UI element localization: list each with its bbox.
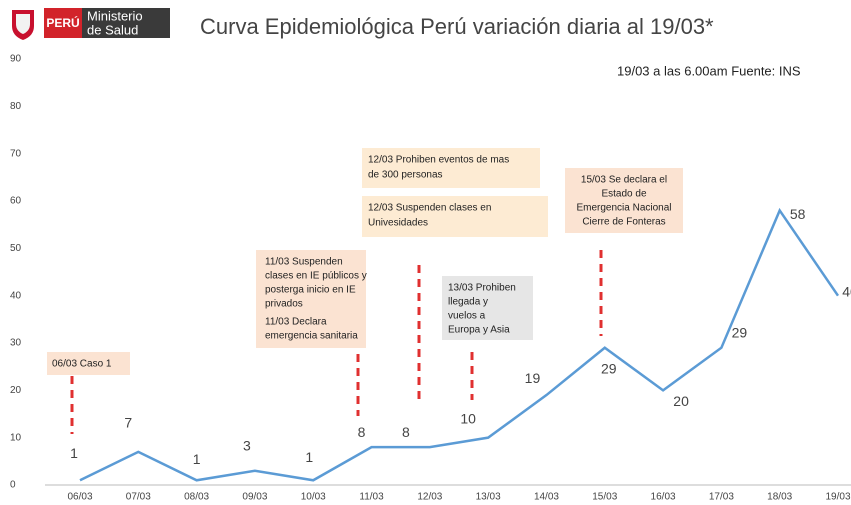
x-tick-label: 16/03	[651, 492, 676, 503]
annotation-text: posterga inicio en IE	[265, 285, 356, 296]
annotation-text: llegada y	[448, 297, 488, 308]
annotation-box	[442, 276, 533, 340]
x-tick-label: 08/03	[184, 492, 209, 503]
annotation-text: 12/03 Prohiben eventos de mas	[368, 155, 509, 166]
x-tick-label: 09/03	[242, 492, 267, 503]
data-label: 29	[601, 360, 617, 376]
annotation-text: Cierre de Fonteras	[582, 217, 665, 228]
annotation-text: Estado de	[601, 189, 646, 200]
annotation-text: Emergencia Nacional	[576, 203, 671, 214]
data-label: 1	[193, 451, 201, 467]
data-label: 8	[402, 424, 410, 440]
y-tick-label: 60	[10, 196, 22, 207]
annotation-text: clases en IE públicos y	[265, 271, 367, 282]
annotation-text: emergencia sanitaria	[265, 331, 358, 342]
x-tick-label: 13/03	[476, 492, 501, 503]
y-tick-label: 90	[10, 54, 22, 65]
x-tick-label: 12/03	[417, 492, 442, 503]
x-tick-label: 10/03	[301, 492, 326, 503]
annotation-text: 11/03 Suspenden	[265, 257, 343, 268]
y-tick-label: 20	[10, 385, 22, 396]
x-tick-label: 19/03	[825, 492, 850, 503]
logo: PERÚ Ministerio de Salud	[12, 8, 170, 40]
annotation-box	[362, 196, 548, 237]
annotation-box	[565, 168, 683, 233]
data-label: 7	[124, 415, 132, 431]
country-box	[44, 8, 82, 38]
y-tick-label: 50	[10, 243, 22, 254]
data-label: 19	[525, 370, 541, 386]
shield-inner	[16, 14, 30, 34]
y-tick-label: 40	[10, 290, 22, 301]
x-tick-label: 18/03	[767, 492, 792, 503]
data-label: 20	[673, 393, 689, 409]
subtitle: 19/03 a las 6.00am Fuente: INS	[617, 63, 801, 78]
y-tick-label: 70	[10, 148, 22, 159]
x-tick-label: 14/03	[534, 492, 559, 503]
x-tick-label: 07/03	[126, 492, 151, 503]
annotation-box	[256, 250, 366, 348]
annotation-text: 06/03 Caso 1	[52, 359, 112, 370]
annotation-text: vuelos a	[448, 311, 486, 322]
red-markers	[70, 250, 603, 434]
annotation-text: 11/03 Declara	[265, 317, 327, 328]
y-tick-label: 10	[10, 432, 22, 443]
x-tick-label: 11/03	[359, 492, 384, 503]
annotation-text: 15/03 Se declara el	[581, 175, 667, 186]
data-label: 3	[243, 438, 251, 454]
data-label: 8	[358, 424, 366, 440]
ministry: Ministerio	[87, 8, 143, 23]
data-label: 40	[842, 283, 851, 299]
annotation-text: de 300 personas	[368, 170, 443, 181]
y-tick-label: 0	[10, 480, 16, 491]
country: PERÚ	[46, 15, 79, 30]
x-tick-label: 06/03	[67, 492, 92, 503]
x-tick-label: 15/03	[592, 492, 617, 503]
annotation-text: Univesidades	[368, 218, 428, 229]
data-line	[79, 207, 840, 482]
annotation-text: 12/03 Suspenden clases en	[368, 203, 491, 214]
annotation-text: privados	[265, 299, 303, 310]
ministry-box	[82, 8, 170, 38]
data-label: 29	[732, 324, 748, 340]
data-label: 1	[70, 445, 78, 461]
data-label: 58	[790, 206, 806, 222]
y-tick-label: 30	[10, 338, 22, 349]
chart-title: Curva Epidemiológica Perú variación diar…	[200, 14, 714, 39]
data-label: 1	[305, 449, 313, 465]
y-tick-label: 80	[10, 101, 22, 112]
annotation-box	[362, 148, 540, 188]
annotation-text: 13/03 Prohiben	[448, 283, 516, 294]
data-label: 10	[460, 410, 476, 426]
ministry: de Salud	[87, 22, 138, 37]
annotation-text: Europa y Asia	[448, 325, 510, 336]
annotation-box	[47, 352, 130, 375]
x-tick-label: 17/03	[709, 492, 734, 503]
